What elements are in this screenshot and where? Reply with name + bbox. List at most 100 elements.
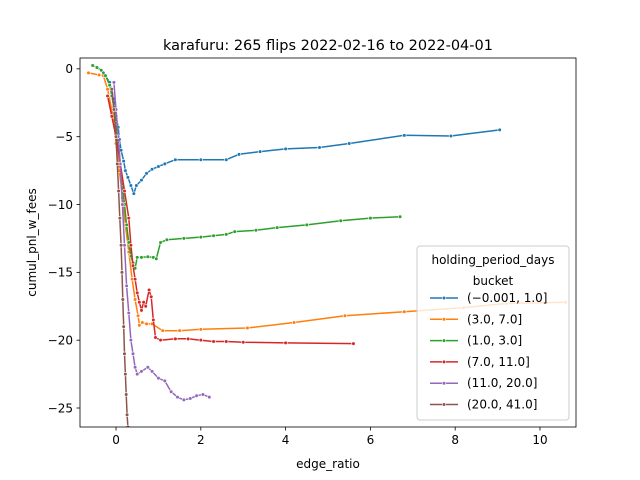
- legend: holding_period_days bucket (−0.001, 1.0]…: [416, 245, 570, 421]
- data-point: [145, 254, 150, 259]
- data-point: [122, 351, 127, 356]
- data-point: [94, 65, 100, 70]
- y-tick-label: 0: [65, 62, 73, 76]
- data-point: [198, 338, 203, 343]
- data-point: [241, 340, 246, 345]
- data-point: [105, 87, 110, 92]
- y-axis-ticks: 0 −5 −10 −15 −20 −25: [48, 62, 80, 415]
- data-point: [130, 263, 136, 268]
- data-point: [124, 283, 129, 289]
- data-point: [283, 340, 288, 345]
- data-point: [121, 159, 126, 164]
- data-point: [158, 240, 163, 245]
- legend-label: (3.0, 7.0]: [467, 312, 522, 326]
- data-point: [149, 369, 155, 374]
- y-tick-label: −20: [48, 333, 73, 347]
- data-point: [126, 310, 131, 316]
- data-point: [149, 294, 154, 299]
- data-point: [122, 188, 127, 194]
- x-axis-ticks: 0 2 4 6 8 10: [112, 427, 548, 447]
- legend-marker: [441, 317, 447, 322]
- data-point: [133, 277, 138, 282]
- data-point: [181, 236, 186, 241]
- data-point: [122, 243, 127, 248]
- data-point: [125, 175, 131, 180]
- data-point: [338, 218, 343, 223]
- data-point: [115, 161, 120, 166]
- data-point: [283, 146, 288, 151]
- data-point: [128, 338, 133, 343]
- data-point: [211, 233, 216, 238]
- data-point: [111, 80, 117, 85]
- legend-marker: [441, 381, 447, 386]
- data-point: [198, 327, 203, 332]
- legend-label: (11.0, 20.0]: [467, 376, 537, 390]
- data-point: [177, 328, 182, 333]
- y-tick-label: −5: [55, 130, 73, 144]
- data-point: [173, 157, 178, 162]
- x-tick-label: 4: [282, 433, 290, 447]
- legend-marker: [441, 402, 447, 407]
- data-point: [135, 313, 141, 318]
- data-point: [109, 87, 114, 92]
- data-point: [126, 215, 131, 221]
- data-point: [123, 168, 128, 173]
- data-point: [119, 243, 124, 248]
- data-point: [232, 229, 237, 234]
- data-point: [116, 188, 121, 194]
- series-layer: [86, 63, 568, 427]
- data-point: [144, 171, 149, 176]
- data-point: [154, 256, 159, 261]
- data-point: [137, 300, 142, 305]
- data-point: [144, 321, 149, 326]
- y-tick-label: −15: [48, 266, 73, 280]
- data-point: [448, 133, 454, 139]
- data-point: [130, 351, 136, 356]
- data-point: [120, 202, 125, 207]
- data-point: [198, 234, 203, 240]
- data-point: [96, 72, 102, 78]
- data-point: [162, 161, 167, 166]
- data-point: [117, 215, 122, 221]
- data-point: [145, 365, 150, 370]
- data-point: [133, 365, 138, 370]
- data-point: [158, 338, 163, 343]
- data-point: [131, 191, 136, 196]
- data-point: [304, 222, 309, 227]
- data-point: [113, 134, 119, 139]
- data-point: [186, 336, 191, 341]
- data-point: [135, 290, 140, 295]
- data-point: [402, 133, 407, 138]
- data-point: [86, 70, 91, 76]
- data-point: [109, 114, 114, 119]
- series-4: [111, 80, 212, 402]
- data-point: [236, 152, 242, 157]
- data-point: [105, 93, 110, 99]
- legend-items: (−0.001, 1.0] (3.0, 7.0] (1.0, 3.0] (7.0, 1…: [430, 291, 547, 412]
- data-point: [291, 320, 297, 325]
- data-point: [103, 73, 108, 78]
- legend-label: (7.0, 11.0]: [467, 355, 530, 369]
- data-point: [402, 309, 407, 314]
- series-5: [109, 87, 131, 427]
- x-tick-label: 10: [532, 433, 547, 447]
- x-tick-label: 0: [112, 433, 120, 447]
- data-point: [173, 336, 178, 341]
- data-point: [149, 167, 155, 172]
- data-point: [124, 412, 130, 417]
- data-point: [128, 243, 133, 248]
- chart-title: karafuru: 265 flips 2022-02-16 to 2022-0…: [163, 38, 493, 54]
- data-point: [128, 183, 133, 188]
- legend-marker: [441, 295, 447, 301]
- data-point: [121, 324, 126, 329]
- x-tick-label: 6: [367, 433, 375, 447]
- data-point: [143, 304, 148, 309]
- data-point: [134, 183, 139, 188]
- data-point: [342, 313, 348, 318]
- data-point: [139, 308, 144, 313]
- x-axis-label: edge_ratio: [296, 457, 360, 471]
- data-point: [224, 339, 229, 344]
- data-point: [245, 325, 250, 331]
- data-point: [347, 141, 352, 146]
